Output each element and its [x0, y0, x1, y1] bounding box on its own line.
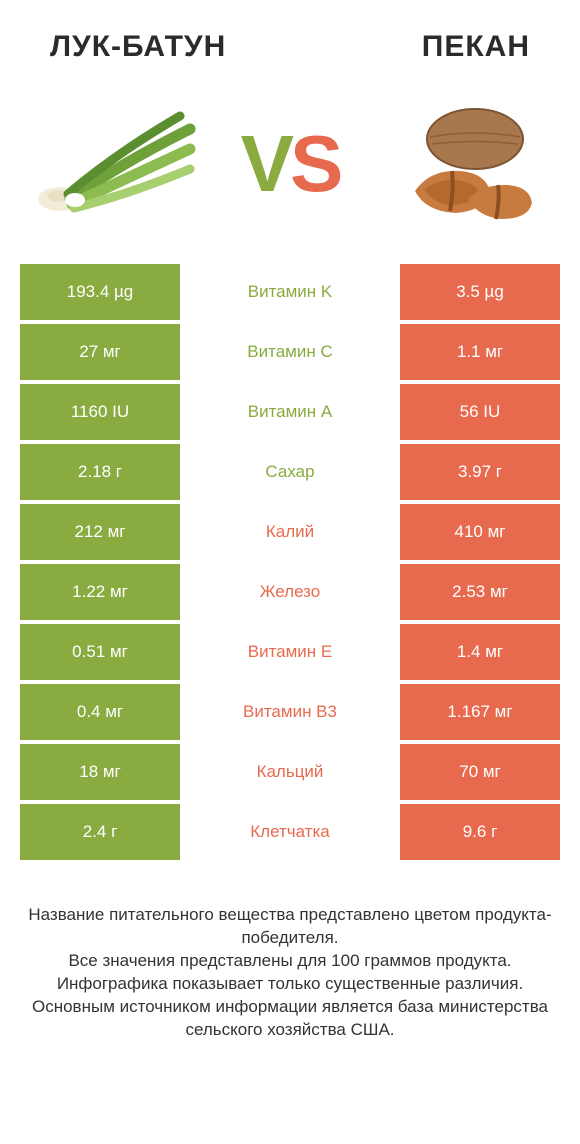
nutrient-row: 0.51 мгВитамин E1.4 мг — [20, 624, 560, 680]
value-right: 1.4 мг — [400, 624, 560, 680]
nutrient-row: 0.4 мгВитамин B31.167 мг — [20, 684, 560, 740]
footer-line: Инфографика показывает только существенн… — [20, 973, 560, 996]
nutrient-table: 193.4 µgВитамин K3.5 µg27 мгВитамин C1.1… — [20, 264, 560, 860]
footer-line: Название питательного вещества представл… — [20, 904, 560, 950]
vs-row: VS — [0, 84, 580, 264]
value-right: 410 мг — [400, 504, 560, 560]
nutrient-name: Клетчатка — [180, 804, 400, 860]
nutrient-name: Железо — [180, 564, 400, 620]
value-left: 0.4 мг — [20, 684, 180, 740]
header: ЛУК-БАТУН ПЕКАН — [0, 0, 580, 84]
value-right: 9.6 г — [400, 804, 560, 860]
value-left: 18 мг — [20, 744, 180, 800]
nutrient-name: Витамин B3 — [180, 684, 400, 740]
pecan-icon — [390, 99, 540, 229]
value-left: 2.4 г — [20, 804, 180, 860]
nutrient-row: 18 мгКальций70 мг — [20, 744, 560, 800]
nutrient-row: 2.4 гКлетчатка9.6 г — [20, 804, 560, 860]
nutrient-name: Калий — [180, 504, 400, 560]
nutrient-row: 1160 IUВитамин A56 IU — [20, 384, 560, 440]
footer-note: Название питательного вещества представл… — [0, 864, 580, 1042]
nutrient-name: Витамин K — [180, 264, 400, 320]
vs-label: VS — [241, 124, 340, 204]
green-onion-icon — [30, 104, 200, 224]
nutrient-name: Сахар — [180, 444, 400, 500]
value-left: 193.4 µg — [20, 264, 180, 320]
footer-line: Все значения представлены для 100 граммо… — [20, 950, 560, 973]
value-right: 3.5 µg — [400, 264, 560, 320]
value-right: 1.1 мг — [400, 324, 560, 380]
nutrient-row: 193.4 µgВитамин K3.5 µg — [20, 264, 560, 320]
title-left: ЛУК-БАТУН — [50, 30, 226, 64]
footer-line: Основным источником информации является … — [20, 996, 560, 1042]
value-left: 212 мг — [20, 504, 180, 560]
vs-s: S — [290, 119, 339, 208]
nutrient-row: 2.18 гСахар3.97 г — [20, 444, 560, 500]
value-right: 1.167 мг — [400, 684, 560, 740]
value-right: 2.53 мг — [400, 564, 560, 620]
nutrient-row: 1.22 мгЖелезо2.53 мг — [20, 564, 560, 620]
value-left: 27 мг — [20, 324, 180, 380]
nutrient-name: Витамин C — [180, 324, 400, 380]
value-right: 3.97 г — [400, 444, 560, 500]
value-right: 56 IU — [400, 384, 560, 440]
value-left: 0.51 мг — [20, 624, 180, 680]
nutrient-row: 212 мгКалий410 мг — [20, 504, 560, 560]
food-image-right — [380, 94, 550, 234]
vs-v: V — [241, 119, 290, 208]
value-left: 1.22 мг — [20, 564, 180, 620]
value-left: 2.18 г — [20, 444, 180, 500]
nutrient-name: Витамин E — [180, 624, 400, 680]
nutrient-row: 27 мгВитамин C1.1 мг — [20, 324, 560, 380]
title-right: ПЕКАН — [422, 30, 530, 64]
nutrient-name: Кальций — [180, 744, 400, 800]
nutrient-name: Витамин A — [180, 384, 400, 440]
food-image-left — [30, 94, 200, 234]
value-right: 70 мг — [400, 744, 560, 800]
value-left: 1160 IU — [20, 384, 180, 440]
